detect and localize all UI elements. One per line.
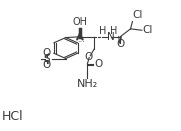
Text: Cl: Cl	[133, 10, 143, 20]
Text: O: O	[42, 48, 50, 58]
Text: O: O	[116, 39, 125, 49]
Text: H: H	[110, 26, 118, 36]
Text: H: H	[99, 26, 106, 36]
Text: ...: ...	[77, 35, 85, 44]
Text: Cl: Cl	[143, 25, 153, 35]
Text: S: S	[43, 53, 50, 64]
Text: O: O	[84, 52, 92, 62]
Text: O: O	[95, 59, 103, 69]
Text: OH: OH	[73, 17, 88, 27]
Text: N: N	[107, 32, 115, 42]
Text: O: O	[42, 60, 50, 70]
Text: HCl: HCl	[2, 110, 24, 123]
Text: NH₂: NH₂	[77, 79, 98, 89]
